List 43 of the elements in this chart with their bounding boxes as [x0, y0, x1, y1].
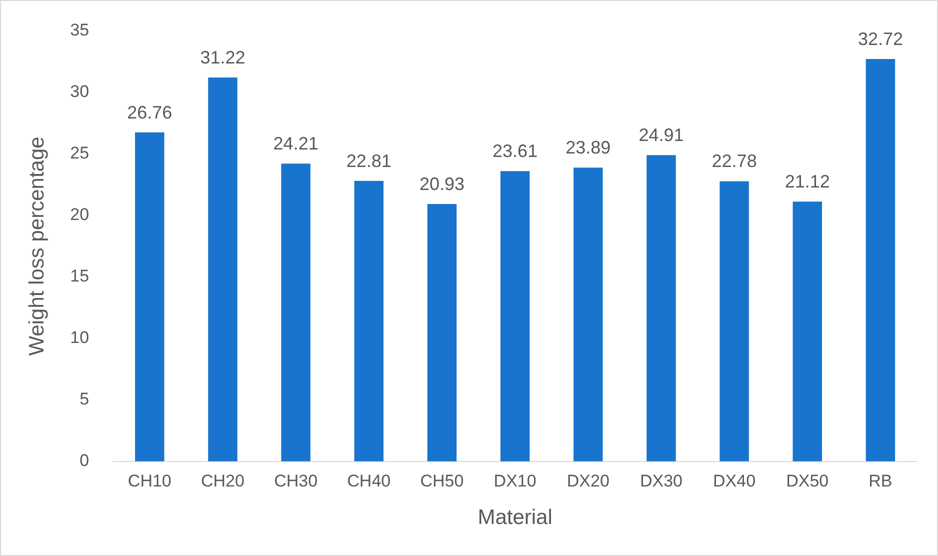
y-tick-label: 20 [70, 205, 90, 224]
x-tick-label: DX20 [566, 471, 610, 490]
data-label: 22.81 [346, 150, 392, 171]
data-label: 21.12 [784, 172, 830, 192]
bar [574, 168, 603, 462]
y-tick-label: 10 [70, 328, 90, 348]
data-label: 26.76 [127, 102, 172, 122]
data-label: 20.93 [419, 174, 464, 194]
y-tick-label: 30 [70, 82, 90, 102]
x-tick-label: CH10 [128, 471, 172, 490]
x-tick-label: CH50 [420, 471, 464, 490]
x-tick-label: DX40 [713, 471, 756, 490]
bar [500, 171, 530, 462]
y-tick-label: 35 [70, 20, 90, 40]
data-label: 24.91 [638, 125, 684, 146]
bar [281, 164, 310, 462]
x-axis-title: Material [478, 506, 552, 530]
bar [208, 77, 238, 462]
y-tick-label: 0 [80, 451, 90, 470]
x-tick-label: DX30 [640, 471, 682, 490]
y-tick-label: 5 [80, 390, 90, 409]
bar [792, 202, 822, 462]
bar [866, 59, 896, 462]
bar [720, 181, 749, 462]
y-axis-title: Weight loss percentage [25, 136, 48, 356]
data-label: 23.61 [492, 141, 538, 162]
x-tick-label: RB [868, 471, 892, 490]
x-tick-label: CH20 [200, 471, 244, 490]
x-tick-label: DX50 [786, 471, 829, 490]
data-label: 32.72 [858, 29, 903, 50]
y-tick-label: 15 [70, 266, 90, 286]
x-tick-label: CH30 [274, 471, 318, 490]
data-label: 24.21 [273, 134, 318, 154]
bar [354, 180, 384, 462]
data-label: 31.22 [200, 47, 246, 68]
bar [427, 204, 457, 462]
data-label: 22.78 [712, 151, 757, 172]
bar [646, 155, 676, 462]
x-tick-label: DX10 [494, 471, 536, 490]
x-tick-label: CH40 [347, 471, 391, 490]
y-tick-label: 25 [70, 144, 90, 163]
bar [135, 132, 164, 462]
data-label: 23.89 [566, 138, 611, 158]
